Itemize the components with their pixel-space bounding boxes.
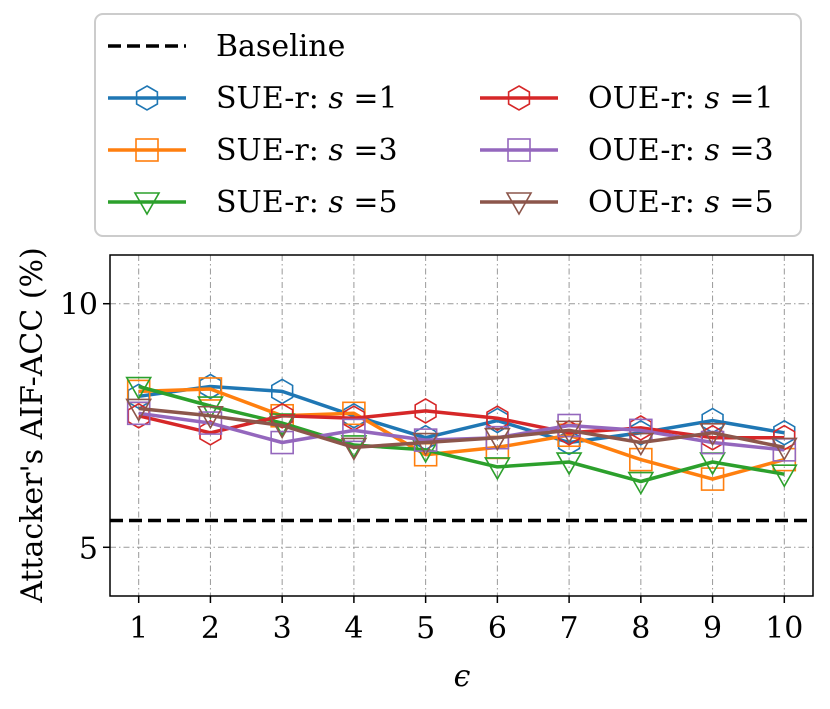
x-tick-label-10: 10 bbox=[765, 611, 803, 646]
grid-lines bbox=[110, 255, 813, 596]
series-line-4 bbox=[138, 409, 785, 440]
legend: Baseline SUE-r: s =1 SUE-r: s =3 SUE-r: s =… bbox=[94, 13, 802, 237]
legend-frame bbox=[94, 13, 802, 237]
series-1-point-10 bbox=[773, 419, 796, 446]
series-6-point-6 bbox=[483, 427, 511, 452]
x-tick-label-1: 1 bbox=[129, 611, 148, 646]
legend-series-5-marker bbox=[507, 138, 531, 162]
series-6-point-9 bbox=[699, 423, 726, 447]
x-tick-label-4: 4 bbox=[344, 611, 363, 646]
series-3-point-1 bbox=[125, 376, 153, 401]
series-4-point-6 bbox=[486, 405, 509, 432]
y-tick-label-1: 5 bbox=[79, 531, 98, 566]
x-tick-label-3: 3 bbox=[273, 611, 292, 646]
x-tick-label-5: 5 bbox=[416, 611, 435, 646]
series-4-point-5 bbox=[414, 397, 437, 424]
series-5-point-1 bbox=[126, 401, 151, 426]
legend-series-6-marker bbox=[505, 192, 533, 216]
series-2-point-8 bbox=[629, 447, 653, 472]
series-2-point-9 bbox=[700, 467, 725, 491]
x-tick-label-7: 7 bbox=[560, 611, 579, 646]
legend-series-4-marker bbox=[507, 85, 531, 111]
series-5-point-2 bbox=[198, 411, 223, 435]
series-5-point-4 bbox=[342, 418, 366, 443]
series-6 bbox=[125, 398, 798, 462]
legend-series-3-label: SUE-r: s =5 bbox=[216, 185, 398, 220]
series-4-point-3 bbox=[270, 402, 294, 429]
y-axis-label: Attacker's AIF-ACC (%) bbox=[15, 247, 50, 604]
x-tick-label-2: 2 bbox=[201, 611, 220, 646]
series-6-point-1 bbox=[125, 398, 153, 423]
series-6-point-5 bbox=[412, 432, 440, 457]
series-2-point-2 bbox=[198, 377, 223, 401]
legend-series-5-label: OUE-r: s =3 bbox=[588, 133, 774, 168]
series-line-6 bbox=[138, 406, 785, 450]
series-6-point-2 bbox=[197, 405, 224, 430]
legend-series-1-marker bbox=[135, 85, 159, 111]
legend-series-2-label: SUE-r: s =3 bbox=[216, 133, 398, 168]
series-line-1 bbox=[138, 384, 785, 445]
x-tick-label-6: 6 bbox=[488, 611, 507, 646]
legend-series-1-label: SUE-r: s =1 bbox=[216, 81, 398, 116]
series-3-point-7 bbox=[555, 452, 583, 476]
series-line-3 bbox=[138, 384, 785, 484]
series-6-point-8 bbox=[627, 432, 655, 457]
y-tick-label-2: 10 bbox=[60, 288, 98, 323]
legend-baseline-label: Baseline bbox=[216, 29, 345, 64]
series-6-point-3 bbox=[268, 415, 296, 440]
legend-series-6-label: OUE-r: s =5 bbox=[588, 185, 774, 220]
series-5-point-3 bbox=[270, 430, 294, 455]
plot-frame bbox=[109, 254, 814, 597]
x-axis-label: ϵ bbox=[454, 659, 471, 694]
legend-series-3-marker bbox=[133, 192, 161, 216]
series-3-point-8 bbox=[627, 471, 655, 496]
x-tick-label-8: 8 bbox=[631, 611, 650, 646]
series-6-point-10 bbox=[770, 437, 798, 462]
legend-series-2-marker bbox=[135, 138, 159, 162]
series-3-point-6 bbox=[483, 457, 511, 481]
series-3-point-10 bbox=[770, 464, 798, 488]
series-6-point-4 bbox=[340, 437, 368, 462]
series-5-point-7 bbox=[557, 413, 581, 438]
series-6-point-7 bbox=[555, 420, 583, 444]
legend-series-4-label: OUE-r: s =1 bbox=[588, 81, 774, 116]
series-line-2 bbox=[138, 387, 785, 481]
plot-area bbox=[110, 255, 813, 596]
x-tick-label-9: 9 bbox=[703, 611, 722, 646]
